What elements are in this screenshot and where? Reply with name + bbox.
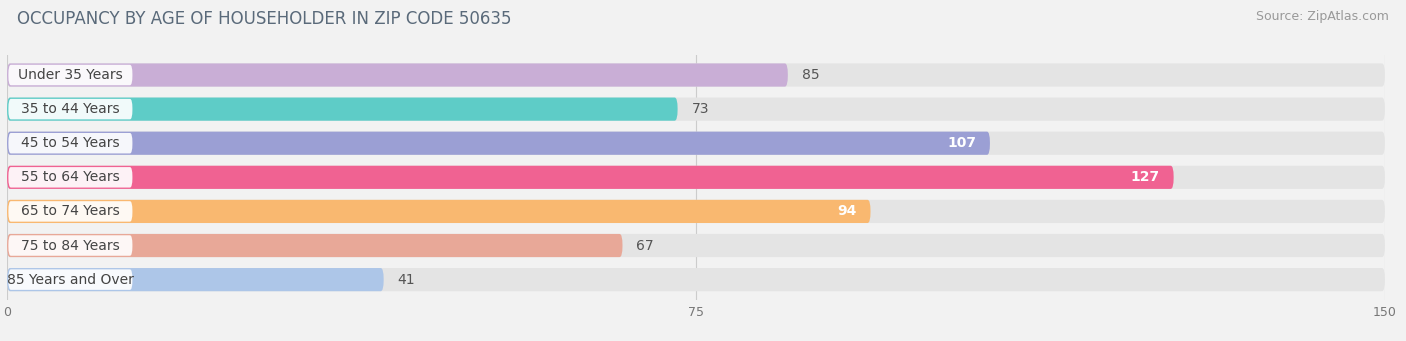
FancyBboxPatch shape — [8, 269, 132, 290]
FancyBboxPatch shape — [7, 234, 623, 257]
FancyBboxPatch shape — [7, 200, 1385, 223]
Text: 94: 94 — [838, 204, 856, 219]
FancyBboxPatch shape — [7, 234, 1385, 257]
FancyBboxPatch shape — [7, 132, 1385, 155]
Text: Source: ZipAtlas.com: Source: ZipAtlas.com — [1256, 10, 1389, 23]
Text: 107: 107 — [948, 136, 976, 150]
Text: 41: 41 — [398, 272, 415, 287]
Text: Under 35 Years: Under 35 Years — [18, 68, 122, 82]
Text: 65 to 74 Years: 65 to 74 Years — [21, 204, 120, 219]
FancyBboxPatch shape — [8, 167, 132, 188]
Text: 55 to 64 Years: 55 to 64 Years — [21, 170, 120, 184]
Text: OCCUPANCY BY AGE OF HOUSEHOLDER IN ZIP CODE 50635: OCCUPANCY BY AGE OF HOUSEHOLDER IN ZIP C… — [17, 10, 512, 28]
Text: 75 to 84 Years: 75 to 84 Years — [21, 238, 120, 253]
FancyBboxPatch shape — [8, 99, 132, 119]
FancyBboxPatch shape — [7, 63, 1385, 87]
FancyBboxPatch shape — [7, 132, 990, 155]
Text: 45 to 54 Years: 45 to 54 Years — [21, 136, 120, 150]
FancyBboxPatch shape — [7, 166, 1385, 189]
Text: 73: 73 — [692, 102, 709, 116]
FancyBboxPatch shape — [7, 200, 870, 223]
FancyBboxPatch shape — [7, 63, 787, 87]
Text: 67: 67 — [637, 238, 654, 253]
FancyBboxPatch shape — [7, 98, 1385, 121]
FancyBboxPatch shape — [7, 166, 1174, 189]
FancyBboxPatch shape — [8, 201, 132, 222]
Text: 35 to 44 Years: 35 to 44 Years — [21, 102, 120, 116]
FancyBboxPatch shape — [8, 235, 132, 256]
FancyBboxPatch shape — [8, 133, 132, 153]
FancyBboxPatch shape — [7, 268, 1385, 291]
FancyBboxPatch shape — [7, 98, 678, 121]
Text: 85 Years and Over: 85 Years and Over — [7, 272, 134, 287]
FancyBboxPatch shape — [8, 65, 132, 85]
FancyBboxPatch shape — [7, 268, 384, 291]
Text: 127: 127 — [1130, 170, 1160, 184]
Text: 85: 85 — [801, 68, 820, 82]
